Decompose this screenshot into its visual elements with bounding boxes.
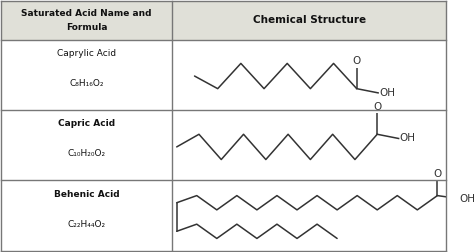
Text: O: O xyxy=(353,56,361,66)
Text: Capric Acid: Capric Acid xyxy=(58,119,115,128)
Text: OH: OH xyxy=(460,194,474,204)
Text: C₁₀H₂₀O₂: C₁₀H₂₀O₂ xyxy=(67,149,106,158)
Text: OH: OH xyxy=(400,134,416,143)
Bar xyxy=(0,1,447,40)
Text: Chemical Structure: Chemical Structure xyxy=(253,15,366,25)
Text: O: O xyxy=(373,102,382,112)
Text: Caprylic Acid: Caprylic Acid xyxy=(57,49,116,58)
Text: Formula: Formula xyxy=(66,23,107,32)
Text: C₂₂H₄₄O₂: C₂₂H₄₄O₂ xyxy=(67,220,106,229)
Text: O: O xyxy=(433,169,441,179)
Text: OH: OH xyxy=(379,88,395,98)
Text: C₈H₁₆O₂: C₈H₁₆O₂ xyxy=(69,79,104,87)
Text: Behenic Acid: Behenic Acid xyxy=(54,190,119,199)
Text: Saturated Acid Name and: Saturated Acid Name and xyxy=(21,9,152,18)
